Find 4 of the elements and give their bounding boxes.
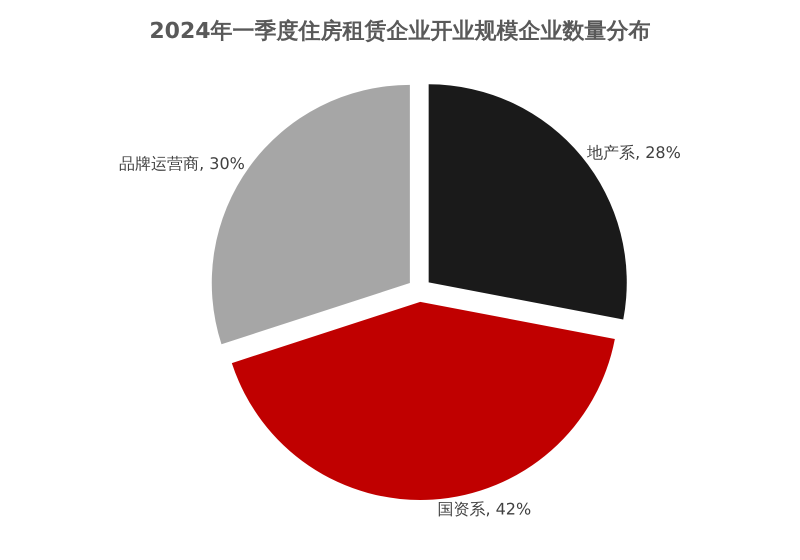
slice-label: 地产系, 28% [586, 142, 681, 162]
chart-title: 2024年一季度住房租赁企业开业规模企业数量分布 [149, 18, 651, 44]
slice-label: 国资系, 42% [437, 500, 532, 519]
slice-label: 品牌运营商, 30% [119, 154, 245, 173]
